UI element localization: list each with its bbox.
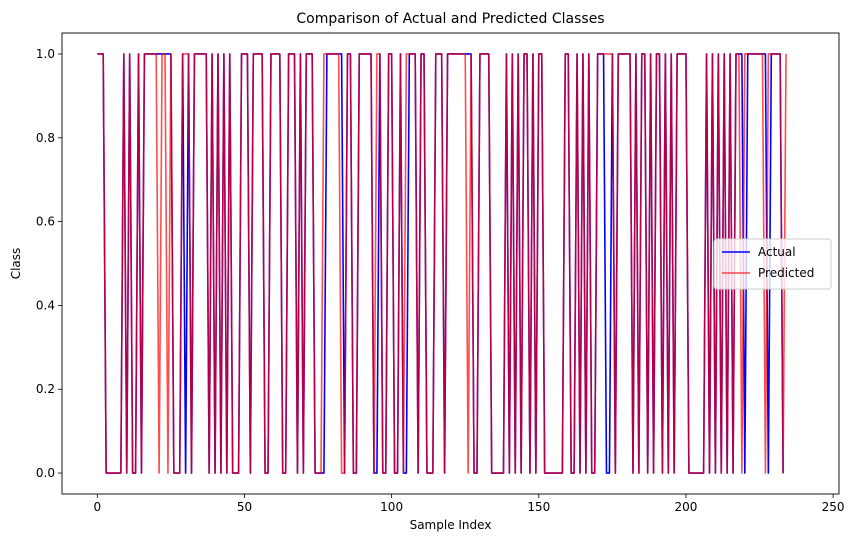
x-tick-label: 100 [380,500,403,514]
y-axis-label: Class [9,248,23,280]
y-tick-label: 0.4 [36,298,55,312]
x-tick-label: 250 [822,500,845,514]
y-tick-label: 0.2 [36,382,55,396]
y-tick-label: 0.8 [36,131,55,145]
chart-title: Comparison of Actual and Predicted Class… [296,11,604,27]
legend-label-actual: Actual [758,245,796,259]
x-tick-label: 200 [675,500,698,514]
series-line-actual [97,53,784,474]
y-tick-label: 0.0 [36,466,55,480]
x-tick-label: 0 [93,500,101,514]
ticks-layer: 0 50 100 150 200 250 0.0 0.2 0.4 0.6 0.8 1.0 [36,47,845,514]
x-axis-label: Sample Index [410,518,492,532]
plot-frame [61,32,840,495]
legend: Actual Predicted [713,238,832,290]
y-tick-label: 1.0 [36,47,55,61]
y-tick-label: 0.6 [36,215,55,229]
lines-layer [97,53,787,474]
x-tick-label: 150 [527,500,550,514]
x-tick-label: 50 [237,500,252,514]
series-line-predicted [97,53,787,474]
legend-label-predicted: Predicted [758,266,814,280]
